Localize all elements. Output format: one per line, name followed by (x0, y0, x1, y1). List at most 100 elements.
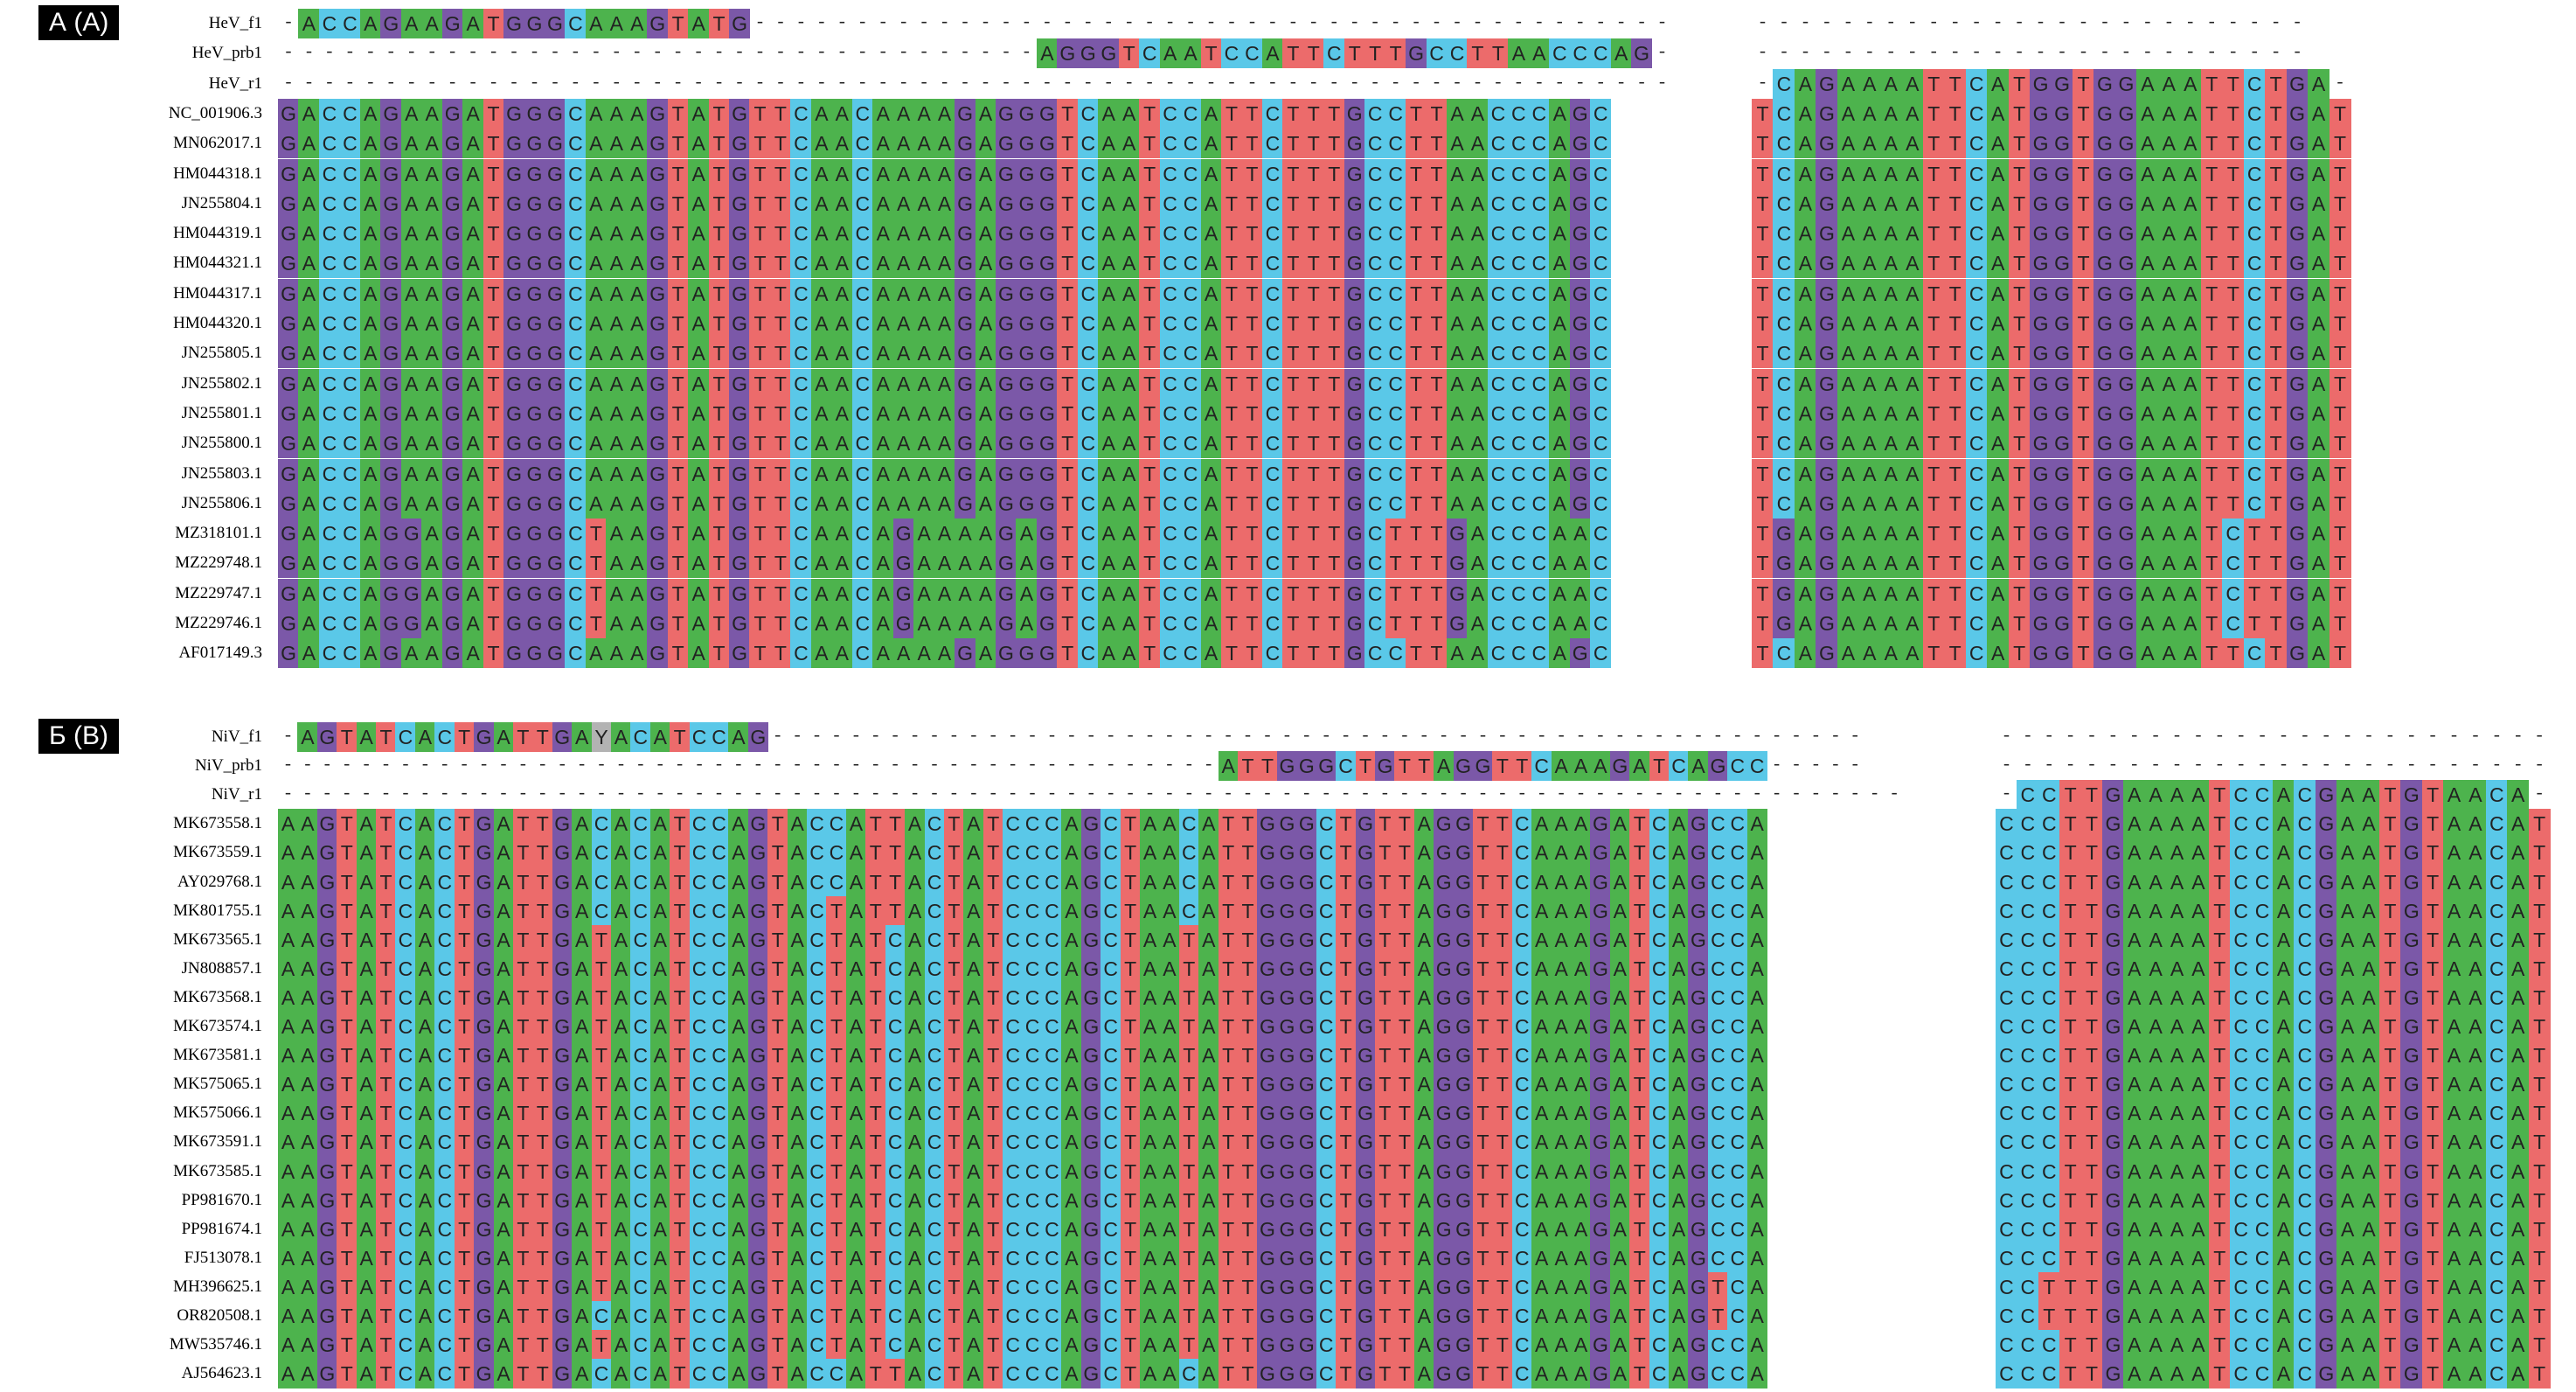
nucleotide-cell: C (1727, 924, 1748, 955)
nucleotide-cell: T (585, 519, 607, 549)
nucleotide-cell: A (2308, 278, 2330, 309)
gap-cell: - (2001, 784, 2012, 805)
nucleotide-cell: T (667, 578, 689, 609)
gap-cell: - (1843, 13, 1854, 33)
nucleotide-cell: A (606, 9, 628, 38)
nucleotide-cell: G (2114, 488, 2137, 519)
nucleotide-cell: C (807, 1185, 828, 1215)
nucleotide-cell: G (2400, 1185, 2423, 1215)
nucleotide-cell: C (2294, 1069, 2316, 1100)
nucleotide-cell: T (1752, 488, 1774, 519)
nucleotide-cell: A (2273, 924, 2295, 955)
nucleotide-cell: T (1120, 1242, 1141, 1273)
nucleotide-cell: T (1406, 578, 1427, 609)
nucleotide-cell: A (2136, 98, 2159, 129)
nucleotide-cell: T (483, 338, 504, 369)
nucleotide-cell: G (2051, 428, 2073, 459)
nucleotide-cell: A (1837, 278, 1859, 309)
nucleotide-cell: C (1159, 609, 1181, 638)
nucleotide-cell: A (1837, 578, 1859, 609)
nucleotide-cell: A (462, 398, 484, 428)
nucleotide-cell: T (749, 338, 771, 369)
gap-cell: - (1594, 727, 1606, 747)
nucleotide-cell: T (1752, 98, 1774, 129)
nucleotide-cell: T (1057, 188, 1079, 219)
nucleotide-cell: T (1238, 1301, 1259, 1331)
gap-cell: - (878, 43, 889, 64)
sequence-label: MK673559.1 (173, 843, 262, 862)
nucleotide-cell: A (728, 1156, 749, 1187)
nucleotide-cell: A (297, 809, 318, 839)
nucleotide-cell: C (1528, 368, 1550, 399)
nucleotide-cell: C (689, 1069, 710, 1100)
nucleotide-cell: C (2038, 867, 2060, 897)
nucleotide-cell: T (1220, 428, 1243, 459)
nucleotide-cell: T (2421, 924, 2444, 955)
nucleotide-cell: C (1649, 1012, 1670, 1041)
nucleotide-cell: C (2230, 838, 2253, 868)
nucleotide-cell: A (728, 924, 749, 955)
nucleotide-cell: A (462, 609, 484, 638)
nucleotide-cell: G (2093, 248, 2116, 279)
nucleotide-cell: G (503, 98, 525, 129)
nucleotide-cell: A (2144, 1127, 2167, 1158)
nucleotide-cell: G (747, 1301, 768, 1331)
nucleotide-cell: A (1858, 338, 1881, 369)
nucleotide-cell: A (728, 1301, 749, 1331)
nucleotide-cell: A (297, 1330, 318, 1361)
nucleotide-cell: A (1551, 1330, 1572, 1361)
nucleotide-cell: A (1200, 368, 1222, 399)
nucleotide-cell: C (1180, 309, 1202, 338)
nucleotide-cell: C (924, 867, 945, 897)
nucleotide-cell: A (1159, 953, 1180, 984)
nucleotide-cell: A (1098, 428, 1120, 459)
nucleotide-cell: G (1434, 1041, 1455, 1071)
nucleotide-cell: A (626, 398, 648, 428)
nucleotide-cell: A (1551, 1069, 1572, 1100)
gap-cell: - (694, 755, 705, 776)
nucleotide-cell: T (2378, 1301, 2401, 1331)
nucleotide-cell: C (1446, 38, 1469, 69)
nucleotide-cell: A (1198, 953, 1219, 984)
nucleotide-cell: G (1016, 248, 1038, 279)
nucleotide-cell: A (2464, 780, 2487, 811)
nucleotide-cell: C (1364, 129, 1386, 159)
nucleotide-cell: A (1549, 458, 1571, 489)
nucleotide-cell: G (1276, 1214, 1297, 1244)
nucleotide-cell: C (339, 98, 361, 129)
nucleotide-cell: A (1198, 1127, 1219, 1158)
nucleotide-cell: G (380, 638, 402, 669)
gap-cell: - (1242, 784, 1253, 805)
nucleotide-cell: T (1922, 129, 1945, 159)
nucleotide-cell: G (2315, 809, 2337, 839)
nucleotide-cell: G (1569, 398, 1591, 428)
nucleotide-cell: C (339, 129, 361, 159)
nucleotide-cell: T (2378, 809, 2401, 839)
nucleotide-cell: T (1944, 458, 1967, 489)
gap-cell: - (1000, 43, 1011, 64)
nucleotide-cell: A (626, 158, 648, 189)
nucleotide-cell: C (1159, 458, 1181, 489)
nucleotide-cell: T (670, 1156, 691, 1187)
nucleotide-cell: A (359, 338, 381, 369)
nucleotide-cell: T (982, 1156, 1003, 1187)
nucleotide-cell: A (359, 9, 381, 38)
gap-cell: - (672, 43, 684, 64)
nucleotide-cell: A (1901, 428, 1924, 459)
nucleotide-cell: G (2101, 809, 2124, 839)
nucleotide-cell: T (1492, 1098, 1513, 1129)
nucleotide-cell: T (1302, 219, 1324, 249)
nucleotide-cell: A (905, 1214, 926, 1244)
nucleotide-cell: T (769, 158, 791, 189)
nucleotide-cell: A (1118, 428, 1140, 459)
nucleotide-cell: A (845, 953, 866, 984)
nucleotide-cell: G (1257, 982, 1278, 1013)
nucleotide-cell: T (708, 458, 730, 489)
nucleotide-cell: G (1296, 1330, 1317, 1361)
nucleotide-cell: A (2157, 278, 2180, 309)
gap-cell: - (439, 784, 450, 805)
nucleotide-cell: C (318, 488, 340, 519)
nucleotide-cell: G (729, 458, 751, 489)
nucleotide-cell: A (649, 924, 670, 955)
nucleotide-cell: A (1837, 368, 1859, 399)
